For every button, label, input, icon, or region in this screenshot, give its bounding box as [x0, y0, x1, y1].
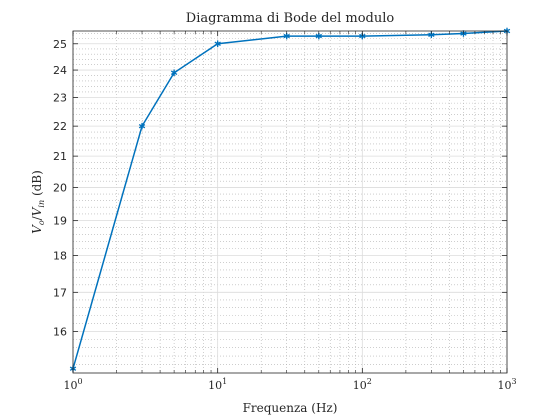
x-tick-label-base: 10: [497, 379, 511, 392]
y-axis-label-sub-o: o: [37, 220, 46, 225]
y-tick-label: 19: [53, 215, 67, 228]
x-tick-label: 103: [497, 377, 516, 392]
y-axis-label-sub-in: in: [37, 200, 46, 208]
y-tick-label: 21: [53, 150, 67, 163]
data-point-marker-core: [429, 33, 433, 37]
y-tick-label: 22: [53, 120, 67, 133]
x-tick-label: 100: [63, 377, 82, 392]
series-layer: [69, 27, 511, 373]
data-point-marker: [359, 32, 366, 40]
y-tick-label: 23: [53, 92, 67, 105]
y-axis-label-v2: V: [30, 206, 44, 216]
x-axis-label: Frequenza (Hz): [243, 401, 338, 415]
y-tick-label: 25: [53, 38, 67, 51]
data-point-marker-core: [360, 34, 364, 38]
x-tick-label-exponent: 3: [511, 377, 516, 386]
x-tick-label-base: 10: [353, 379, 367, 392]
data-point-marker-core: [317, 34, 321, 38]
series-line: [72, 30, 508, 369]
x-tick-label: 101: [208, 377, 227, 392]
y-tick-label: 24: [53, 64, 67, 77]
x-tick-label-base: 10: [208, 379, 222, 392]
x-tick-label-exponent: 2: [367, 377, 372, 386]
data-point-marker-core: [172, 71, 176, 75]
data-point-marker: [214, 40, 221, 48]
y-tick-label: 17: [53, 286, 67, 299]
y-tick-label: 16: [53, 325, 67, 338]
chart-title: Diagramma di Bode del modulo: [186, 11, 395, 26]
grid-major: [72, 31, 508, 373]
y-axis-label: Vo/Vin (dB): [30, 170, 46, 234]
data-point-marker-core: [285, 34, 289, 38]
x-tick-label-exponent: 1: [222, 377, 227, 386]
x-tick-label-exponent: 0: [77, 377, 82, 386]
y-tick-label: 20: [53, 182, 67, 195]
y-axis-label-unit: (dB): [30, 170, 44, 200]
data-point-marker: [170, 69, 178, 77]
x-tick-label: 102: [353, 377, 372, 392]
grid-minor: [73, 31, 507, 373]
plot-frame: [72, 30, 508, 374]
data-point-marker: [315, 32, 322, 40]
y-tick-label: 18: [53, 249, 67, 262]
y-axis-label-v: V: [30, 224, 44, 234]
data-point-marker: [138, 122, 146, 130]
x-tick-label-base: 10: [63, 379, 77, 392]
data-point-marker-core: [216, 42, 220, 46]
data-point-marker-core: [140, 124, 144, 128]
y-axis-label-slash: /: [30, 215, 44, 220]
